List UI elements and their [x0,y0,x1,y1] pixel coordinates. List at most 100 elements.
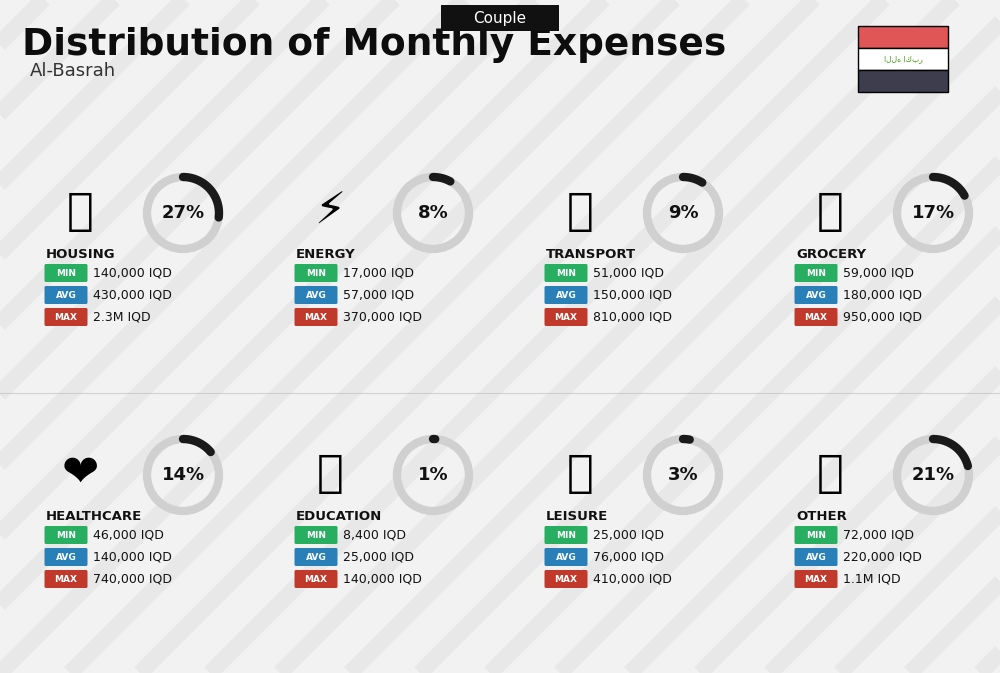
Text: OTHER: OTHER [796,511,847,524]
Text: MAX: MAX [54,312,78,322]
FancyBboxPatch shape [794,570,838,588]
FancyBboxPatch shape [858,26,948,48]
Text: HEALTHCARE: HEALTHCARE [46,511,142,524]
Text: MIN: MIN [806,269,826,277]
Text: MIN: MIN [56,530,76,540]
FancyBboxPatch shape [44,264,88,282]
Text: AVG: AVG [56,291,76,299]
FancyBboxPatch shape [44,570,88,588]
Text: ENERGY: ENERGY [296,248,356,262]
FancyBboxPatch shape [544,570,588,588]
Text: 410,000 IQD: 410,000 IQD [593,573,672,586]
Text: 76,000 IQD: 76,000 IQD [593,551,664,563]
FancyBboxPatch shape [544,286,588,304]
Text: ⚡: ⚡ [314,190,346,232]
Text: MAX: MAX [54,575,78,583]
FancyBboxPatch shape [294,264,338,282]
FancyBboxPatch shape [544,308,588,326]
Text: 740,000 IQD: 740,000 IQD [93,573,172,586]
Text: MIN: MIN [306,530,326,540]
Text: 950,000 IQD: 950,000 IQD [843,310,922,324]
Text: LEISURE: LEISURE [546,511,608,524]
Text: MIN: MIN [306,269,326,277]
Text: 🎓: 🎓 [317,452,343,495]
FancyBboxPatch shape [441,5,559,31]
Text: 2.3M IQD: 2.3M IQD [93,310,151,324]
Text: 59,000 IQD: 59,000 IQD [843,267,914,279]
Text: ❤: ❤ [61,452,99,495]
Text: 25,000 IQD: 25,000 IQD [593,528,664,542]
FancyBboxPatch shape [544,264,588,282]
Text: 17%: 17% [911,204,955,222]
FancyBboxPatch shape [794,548,838,566]
Text: 810,000 IQD: 810,000 IQD [593,310,672,324]
Text: 🛒: 🛒 [817,190,843,232]
Text: GROCERY: GROCERY [796,248,866,262]
Text: 3%: 3% [668,466,698,484]
FancyBboxPatch shape [44,526,88,544]
FancyBboxPatch shape [858,48,948,70]
Text: MAX: MAX [804,312,828,322]
FancyBboxPatch shape [858,70,948,92]
FancyBboxPatch shape [794,264,838,282]
Text: 150,000 IQD: 150,000 IQD [593,289,672,302]
Text: 🛍: 🛍 [567,452,593,495]
Text: AVG: AVG [556,553,576,561]
Text: 370,000 IQD: 370,000 IQD [343,310,422,324]
Text: AVG: AVG [56,553,76,561]
Text: TRANSPORT: TRANSPORT [546,248,636,262]
Text: 1.1M IQD: 1.1M IQD [843,573,901,586]
FancyBboxPatch shape [294,570,338,588]
Text: MIN: MIN [56,269,76,277]
Text: HOUSING: HOUSING [46,248,116,262]
Text: 51,000 IQD: 51,000 IQD [593,267,664,279]
Text: الله اكبر: الله اكبر [884,55,922,63]
Text: 8%: 8% [418,204,448,222]
Text: 👜: 👜 [817,452,843,495]
Text: 14%: 14% [161,466,205,484]
Text: 140,000 IQD: 140,000 IQD [93,551,172,563]
Text: MIN: MIN [556,269,576,277]
Text: AVG: AVG [306,291,326,299]
FancyBboxPatch shape [544,548,588,566]
Text: 27%: 27% [161,204,205,222]
FancyBboxPatch shape [294,526,338,544]
Text: AVG: AVG [806,291,826,299]
FancyBboxPatch shape [294,286,338,304]
FancyBboxPatch shape [44,548,88,566]
FancyBboxPatch shape [294,308,338,326]
Text: 220,000 IQD: 220,000 IQD [843,551,922,563]
Text: AVG: AVG [556,291,576,299]
Text: MAX: MAX [304,312,328,322]
Text: 140,000 IQD: 140,000 IQD [93,267,172,279]
Text: Al-Basrah: Al-Basrah [30,62,116,80]
Text: 180,000 IQD: 180,000 IQD [843,289,922,302]
Text: MAX: MAX [804,575,828,583]
Text: MIN: MIN [556,530,576,540]
Text: 9%: 9% [668,204,698,222]
Text: Distribution of Monthly Expenses: Distribution of Monthly Expenses [22,27,726,63]
FancyBboxPatch shape [794,526,838,544]
Text: MAX: MAX [554,575,578,583]
Text: Couple: Couple [473,11,527,26]
Text: 72,000 IQD: 72,000 IQD [843,528,914,542]
Text: MIN: MIN [806,530,826,540]
Text: 🚌: 🚌 [567,190,593,232]
FancyBboxPatch shape [44,286,88,304]
Text: MAX: MAX [304,575,328,583]
Text: 8,400 IQD: 8,400 IQD [343,528,406,542]
Text: 46,000 IQD: 46,000 IQD [93,528,164,542]
Text: 21%: 21% [911,466,955,484]
Text: EDUCATION: EDUCATION [296,511,382,524]
Text: 57,000 IQD: 57,000 IQD [343,289,414,302]
FancyBboxPatch shape [294,548,338,566]
Text: 1%: 1% [418,466,448,484]
Text: 430,000 IQD: 430,000 IQD [93,289,172,302]
FancyBboxPatch shape [544,526,588,544]
Text: 140,000 IQD: 140,000 IQD [343,573,422,586]
FancyBboxPatch shape [44,308,88,326]
Text: 17,000 IQD: 17,000 IQD [343,267,414,279]
Text: 🏢: 🏢 [67,190,93,232]
FancyBboxPatch shape [794,308,838,326]
Text: AVG: AVG [306,553,326,561]
